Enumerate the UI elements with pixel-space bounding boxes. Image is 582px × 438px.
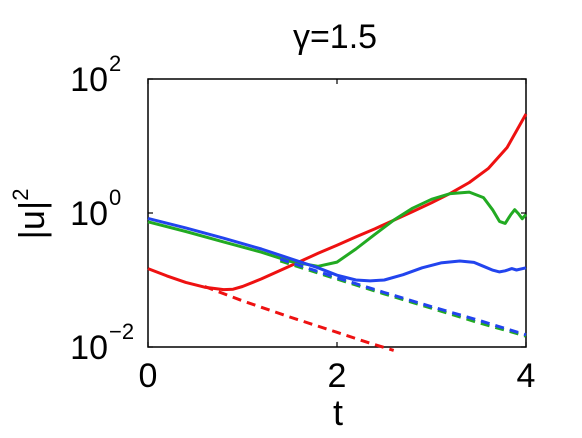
y-tick-exponent: 2 bbox=[109, 51, 121, 76]
x-tick-label: 0 bbox=[139, 357, 158, 395]
y-tick-label: 10 bbox=[70, 195, 108, 233]
y-axis-label-exponent: 2 bbox=[8, 189, 33, 201]
y-tick-exponent: −2 bbox=[109, 319, 134, 344]
y-tick-exponent: 0 bbox=[109, 185, 121, 210]
series-line-0-solid bbox=[147, 113, 528, 292]
y-tick-label: 10 bbox=[70, 329, 108, 367]
x-tick-layer: 0 2 4 bbox=[139, 79, 536, 395]
y-tick-label: 10 bbox=[70, 61, 108, 99]
series-line-4-solid bbox=[147, 216, 527, 283]
x-tick-label: 4 bbox=[517, 357, 536, 395]
series-line-2-solid bbox=[147, 190, 528, 268]
series-line-1-dashed bbox=[204, 285, 395, 352]
x-axis-label: t bbox=[333, 392, 343, 433]
series-line-5-dashed bbox=[279, 257, 527, 337]
x-tick-label: 2 bbox=[328, 357, 347, 395]
series-layer bbox=[147, 113, 528, 352]
chart-title: γ=1.5 bbox=[293, 18, 377, 56]
y-axis-label: |u|2 bbox=[8, 189, 52, 240]
plot-frame bbox=[147, 78, 527, 348]
y-axis-label-main: |u| bbox=[11, 201, 52, 240]
